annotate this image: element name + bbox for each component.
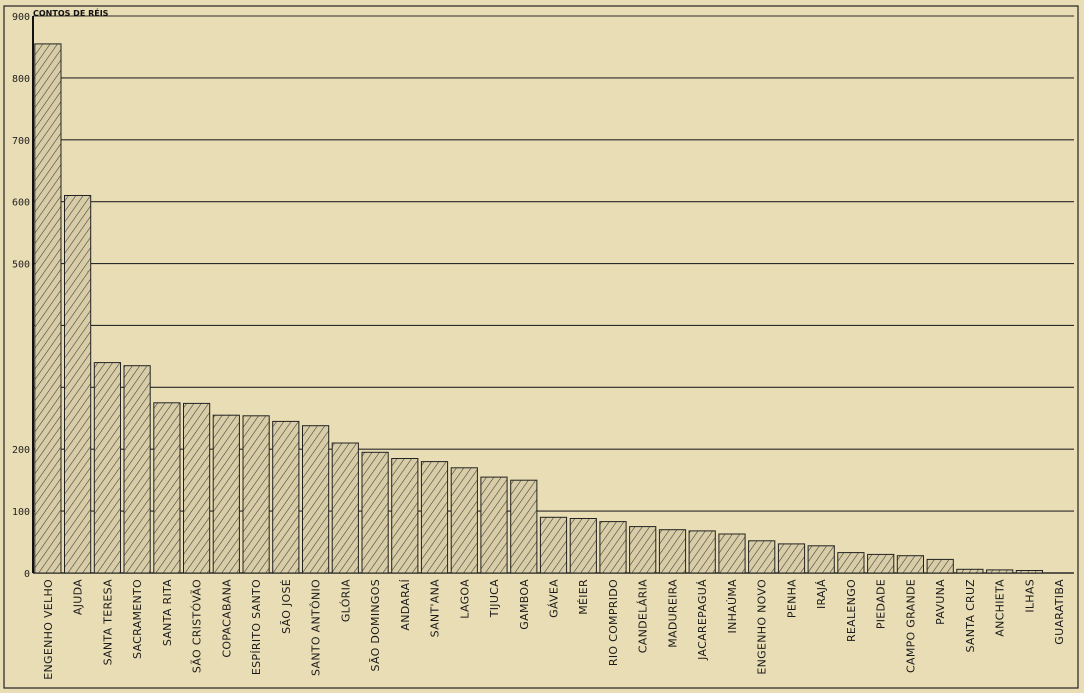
category-label: PENHA xyxy=(785,579,798,618)
bar-15 xyxy=(480,476,508,574)
y-tick-label: 600 xyxy=(12,198,30,209)
category-label: SANT'ANA xyxy=(429,579,442,638)
category-label: RIO COMPRIDO xyxy=(607,579,620,666)
category-label: JACAREPAGUÁ xyxy=(696,579,709,661)
category-label: ANCHIETA xyxy=(994,579,1007,637)
bar-9 xyxy=(302,425,330,574)
bar-25 xyxy=(777,543,806,574)
category-label: SANTA RITA xyxy=(161,579,174,646)
y-tick-label: 500 xyxy=(12,260,30,271)
category-label: ANDARAÍ xyxy=(399,579,412,631)
category-label: SANTA CRUZ xyxy=(964,579,977,653)
category-label: INHAÚMA xyxy=(726,579,739,634)
category-label: AJUDA xyxy=(72,579,85,615)
category-label: SÃO JOSÉ xyxy=(280,579,293,634)
chart-frame xyxy=(3,5,1079,689)
bar-21 xyxy=(658,529,687,574)
bar-3 xyxy=(123,365,151,574)
category-label: TIJUCA xyxy=(488,579,501,618)
bar-12 xyxy=(391,458,419,574)
bar-28 xyxy=(867,553,895,574)
category-label: ENGENHO NOVO xyxy=(756,579,769,675)
category-label: ILHAS xyxy=(1023,579,1036,613)
bar-7 xyxy=(242,415,270,574)
bar-27 xyxy=(837,552,865,574)
bar-24 xyxy=(748,540,776,574)
category-label: GÁVEA xyxy=(548,579,561,618)
bar-26 xyxy=(807,545,835,574)
bar-16 xyxy=(510,479,538,574)
category-label: GLÓRIA xyxy=(339,579,352,622)
category-label: LAGOA xyxy=(458,579,471,619)
bar-29 xyxy=(896,555,924,574)
bar-32 xyxy=(986,569,1014,574)
category-label: MÉIER xyxy=(577,579,590,615)
y-tick-label: 0 xyxy=(24,569,30,580)
bar-22 xyxy=(688,530,716,574)
category-label: COPACABANA xyxy=(220,579,233,658)
category-label: GAMBOA xyxy=(518,579,531,630)
bar-13 xyxy=(420,461,449,574)
bar-18 xyxy=(569,518,597,574)
bar-0 xyxy=(34,43,62,574)
bar-31 xyxy=(956,568,984,574)
y-tick-label: 700 xyxy=(12,136,30,147)
y-unit-label: CONTOS DE RÉIS xyxy=(33,7,109,18)
category-label: PIEDADE xyxy=(875,579,888,629)
bar-4 xyxy=(153,402,181,574)
bars xyxy=(34,43,1043,574)
bar-5 xyxy=(183,402,211,574)
category-label: SANTA TERESA xyxy=(101,579,114,666)
category-label: SANTO ANTÔNIO xyxy=(310,579,323,676)
bar-8 xyxy=(272,420,300,574)
category-label: REALENGO xyxy=(845,579,858,642)
category-labels: ENGENHO VELHO AJUDA SANTA TERESA SACRAMENTO… xyxy=(42,579,1066,680)
y-tick-label: 900 xyxy=(12,12,30,23)
y-axis: 0 100 200 500 600 700 800 900 xyxy=(12,12,30,580)
category-label: CANDELÁRIA xyxy=(637,579,650,653)
bar-23 xyxy=(718,533,746,574)
category-label: SACRAMENTO xyxy=(131,579,144,659)
y-tick-label: 100 xyxy=(12,507,30,518)
outer-border xyxy=(3,5,1079,689)
bar-33 xyxy=(1015,570,1043,574)
category-label: SÃO DOMINGOS xyxy=(369,579,382,672)
bar-19 xyxy=(599,521,627,574)
category-label: MADUREIRA xyxy=(666,579,679,648)
category-label: ENGENHO VELHO xyxy=(42,579,55,680)
category-label: PAVUNA xyxy=(934,579,947,625)
bar-30 xyxy=(926,558,954,574)
y-tick-label: 200 xyxy=(12,445,30,456)
category-label: IRAJÁ xyxy=(815,579,828,609)
category-label: ESPÍRITO SANTO xyxy=(250,579,263,675)
category-label: GUARATIBA xyxy=(1053,579,1066,645)
bar-20 xyxy=(629,526,657,574)
bar-2 xyxy=(93,362,122,574)
bar-6 xyxy=(212,414,240,574)
bar-10 xyxy=(331,442,359,574)
category-label: SÃO CRISTÓVÃO xyxy=(191,579,204,673)
y-tick-label: 800 xyxy=(12,74,30,85)
category-label: CAMPO GRANDE xyxy=(904,579,917,673)
bar-11 xyxy=(361,451,389,574)
bar-1 xyxy=(64,195,92,574)
bar-14 xyxy=(450,467,478,574)
bar-17 xyxy=(539,516,568,574)
